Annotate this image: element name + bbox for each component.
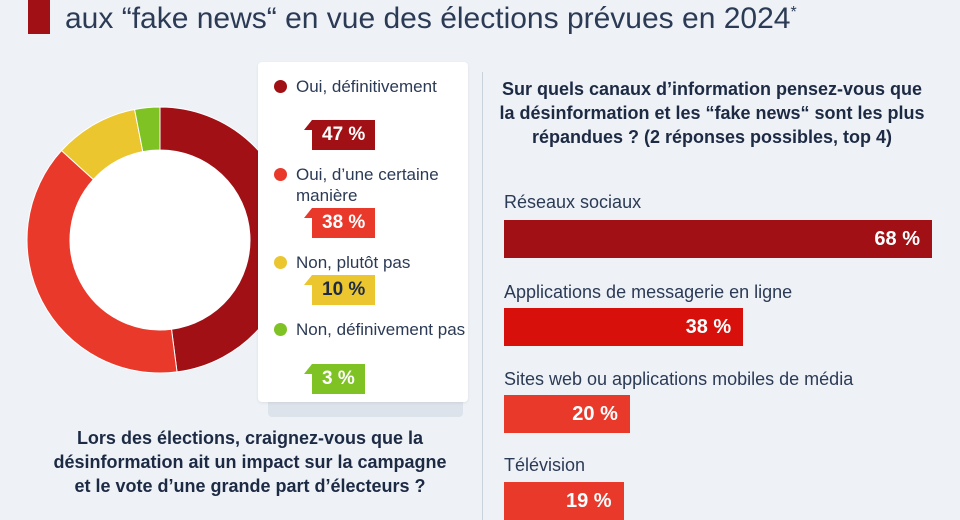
value-badge: 47 % (304, 120, 376, 150)
donut-question: Lors des élections, craignez-vous que la… (53, 428, 447, 496)
bar-applications-messagerie: 38 % (504, 308, 744, 346)
title-asterisk: * (790, 4, 797, 21)
legend-dot (274, 256, 287, 269)
legend-label: Non, plutôt pas (296, 253, 411, 272)
legend-dot (274, 168, 287, 181)
legend-label: Oui, d’une certaine manière (296, 165, 439, 205)
title-accent-bar (28, 0, 50, 34)
bar-label-television: Télévision (504, 455, 586, 475)
badge-tail (304, 364, 312, 374)
bar-sites-web-media: 20 % (504, 395, 630, 433)
bar-label-applications-messagerie: Applications de messagerie en ligne (504, 282, 793, 302)
bar-chart-question: Sur quels canaux d’information pensez-vo… (499, 79, 925, 147)
badge-tail (304, 275, 312, 285)
chart-title: aux “fake news“ en vue des élections pré… (65, 2, 797, 36)
value-badge: 10 % (304, 275, 376, 305)
bar-label-sites-web-media: Sites web ou applications mobiles de méd… (504, 369, 854, 389)
value-badge: 3 % (304, 364, 365, 394)
legend-dot (274, 323, 287, 336)
bar-television: 19 % (504, 482, 624, 520)
value-badge: 38 % (304, 208, 376, 238)
legend-label: Oui, définitivement (296, 77, 437, 96)
legend-dot (274, 80, 287, 93)
bar-label-reseaux-sociaux: Réseaux sociaux (504, 192, 642, 212)
section-divider (482, 72, 483, 520)
bar-reseaux-sociaux: 68 % (504, 220, 932, 258)
legend-label: Non, définivement pas (296, 320, 466, 339)
chart-title-text: aux “fake news“ en vue des élections pré… (65, 2, 791, 35)
donut-hole (70, 150, 250, 330)
badge-tail (304, 120, 312, 130)
badge-tail (304, 208, 312, 218)
